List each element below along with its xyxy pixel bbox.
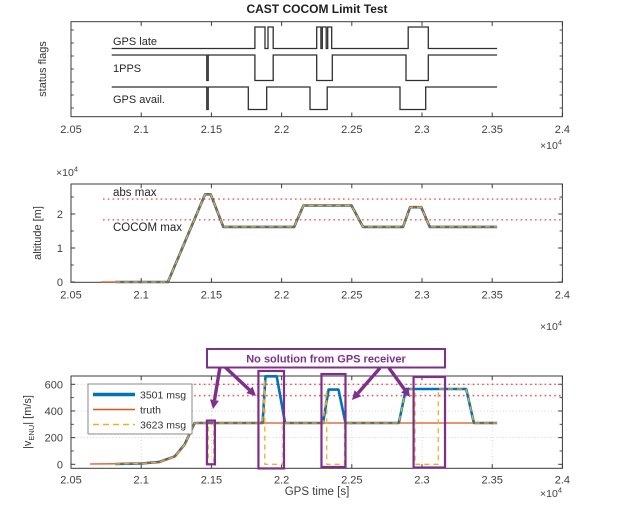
annotation-no-solution: No solution from GPS receiver xyxy=(206,348,446,409)
annotation-arrowhead xyxy=(246,386,256,396)
x-tick-label: 2.05 xyxy=(60,475,81,487)
y-tick-label: 400 xyxy=(45,406,63,418)
x-tick-label: 2.2 xyxy=(274,124,289,136)
x-axis-label: GPS time [s] xyxy=(284,486,350,498)
legend-label: truth xyxy=(140,405,161,417)
axis-exponent-label: ×104 xyxy=(540,486,562,501)
annotation-arrow xyxy=(387,367,407,391)
axes-box xyxy=(70,375,563,469)
x-tick-label: 2.35 xyxy=(481,475,502,487)
x-tick-label: 2.25 xyxy=(341,124,362,136)
y-tick-label: 1 xyxy=(57,243,63,255)
x-tick-label: 2.25 xyxy=(341,475,362,487)
figure-title: CAST COCOM Limit Test xyxy=(246,2,388,16)
x-tick-label: 2.35 xyxy=(481,290,502,302)
x-tick-label: 2.35 xyxy=(481,124,502,136)
x-tick-label: 2.2 xyxy=(274,290,289,302)
x-tick-label: 2.3 xyxy=(414,124,429,136)
axis-exponent-label: ×104 xyxy=(540,138,562,153)
abs-max-label: abs max xyxy=(113,187,157,199)
annotation-arrow xyxy=(223,365,251,392)
altitude-series-truth xyxy=(101,193,498,283)
annotation-arrowhead xyxy=(210,399,219,409)
signal-GPS-late xyxy=(111,26,498,50)
y-tick-label: 200 xyxy=(45,433,63,445)
annotation-arrowhead xyxy=(352,390,362,400)
annotation-text-box xyxy=(206,348,446,369)
x-tick-label: 2.4 xyxy=(555,290,570,302)
x-tick-label: 2.05 xyxy=(60,124,81,136)
annotation-arrowhead xyxy=(401,387,410,397)
y-axis-label-status-flags: status flags xyxy=(37,41,49,97)
signal-1PPS xyxy=(111,54,498,82)
y-axis-label-altitude: altitude [m] xyxy=(32,206,44,260)
signal-label: GPS late xyxy=(113,36,157,48)
cocom-max-label: COCOM max xyxy=(113,222,182,234)
gps-outage-box-3 xyxy=(320,372,347,469)
annotation-arrow xyxy=(356,366,382,395)
gps-outage-box-1 xyxy=(205,419,217,466)
legend: 3501 msg truth 3623 msg xyxy=(87,383,193,435)
y-tick-label: 2 xyxy=(57,209,63,221)
x-tick-label: 2.15 xyxy=(201,290,222,302)
signal-label: GPS avail. xyxy=(113,94,165,106)
x-tick-label: 2.05 xyxy=(60,290,81,302)
x-tick-label: 2.1 xyxy=(134,124,149,136)
altitude-series-3501 xyxy=(115,193,498,284)
x-tick-label: 2.1 xyxy=(134,290,149,302)
x-tick-label: 2.3 xyxy=(414,475,429,487)
axes-box xyxy=(70,183,563,283)
x-tick-label: 2.25 xyxy=(341,290,362,302)
y-tick-label: 0 xyxy=(57,277,63,289)
x-tick-label: 2.1 xyxy=(134,475,149,487)
axis-exponent-label: ×104 xyxy=(540,319,562,334)
signal-label: 1PPS xyxy=(113,63,141,75)
y-axis-label-velocity: |vENU| [m/s] xyxy=(22,395,36,449)
y-tick-label: 600 xyxy=(45,379,63,391)
plot-status-flags: 2.05 2.1 2.15 2.2 2.25 2.3 2.35 2.4 GPS late 1PPS… xyxy=(37,21,570,153)
legend-label: 3501 msg xyxy=(140,390,186,402)
x-tick-label: 2.4 xyxy=(555,475,570,487)
y-tick-label: 0 xyxy=(57,459,63,471)
x-tick-label: 2.3 xyxy=(414,290,429,302)
altitude-series-3623 xyxy=(115,193,498,283)
gps-outage-box-4 xyxy=(412,375,447,469)
annotation-arrow xyxy=(212,366,222,401)
signal-GPS-avail- xyxy=(111,86,498,111)
axis-exponent-label: ×104 xyxy=(56,165,78,180)
x-tick-label: 2.15 xyxy=(201,124,222,136)
gps-outage-box-2 xyxy=(257,369,286,470)
x-tick-label: 2.4 xyxy=(555,124,570,136)
x-tick-label: 2.15 xyxy=(201,475,222,487)
annotation-text: No solution from GPS receiver xyxy=(246,354,406,366)
x-tick-label: 2.2 xyxy=(274,475,289,487)
legend-label: 3623 msg xyxy=(140,420,186,432)
plot-altitude: 2.05 2.1 2.15 2.2 2.25 2.3 2.35 2.4 0 1 2 abs max CO… xyxy=(32,165,570,334)
